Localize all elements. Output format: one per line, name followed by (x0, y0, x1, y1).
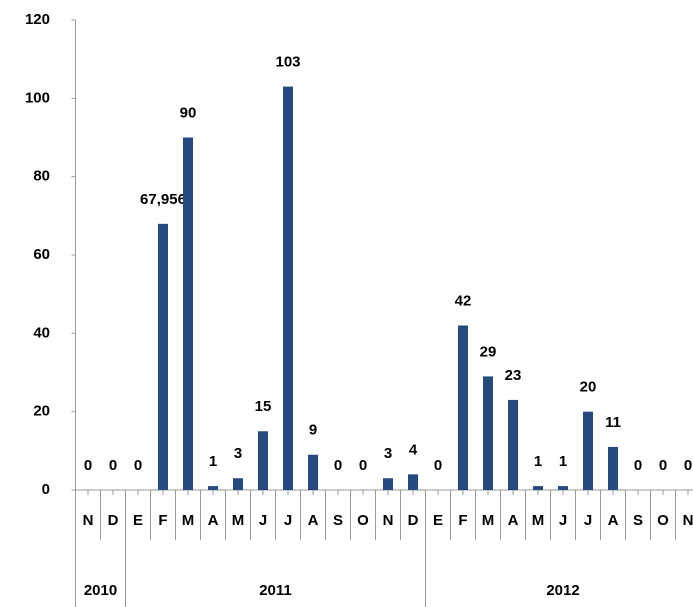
y-tick-label: 0 (42, 481, 50, 498)
x-tick-label: J (259, 512, 267, 529)
bar (183, 137, 193, 490)
x-tick-label: N (83, 512, 94, 529)
value-label: 0 (634, 457, 642, 474)
x-tick-label: A (608, 512, 619, 529)
group-label: 2011 (259, 582, 292, 599)
bar (508, 399, 518, 490)
x-tick-label: A (208, 512, 219, 529)
value-label: 90 (180, 104, 197, 121)
x-tick-label: S (333, 512, 343, 529)
value-label: 1 (559, 453, 567, 470)
x-tick-label: J (584, 512, 592, 529)
x-tick-label: O (657, 512, 669, 529)
y-tick-label: 20 (33, 403, 50, 420)
x-tick-label: M (532, 512, 545, 529)
value-label: 103 (275, 54, 300, 71)
value-label: 0 (659, 457, 667, 474)
bar (383, 478, 393, 490)
x-tick-label: A (508, 512, 519, 529)
value-label: 0 (134, 457, 142, 474)
x-tick-label: E (133, 512, 143, 529)
value-label: 0 (684, 457, 692, 474)
x-tick-label: S (633, 512, 643, 529)
bar (208, 486, 218, 490)
value-label: 4 (409, 441, 418, 458)
bar (583, 411, 593, 490)
value-label: 11 (605, 414, 621, 431)
x-tick-label: E (433, 512, 443, 529)
x-tick-label: F (158, 512, 167, 529)
y-tick-label: 40 (33, 324, 50, 341)
x-tick-label: D (408, 512, 419, 529)
bar (233, 478, 243, 490)
value-label: 42 (455, 292, 472, 309)
x-tick-label: A (308, 512, 319, 529)
value-label: 0 (359, 457, 367, 474)
y-tick-label: 80 (33, 168, 50, 185)
value-label: 0 (434, 457, 442, 474)
bar (308, 454, 318, 490)
value-label: 1 (534, 453, 542, 470)
value-label: 67,956 (140, 191, 186, 208)
x-tick-label: J (559, 512, 567, 529)
value-label: 0 (334, 457, 342, 474)
value-label: 23 (505, 367, 522, 384)
bar (258, 431, 268, 490)
x-tick-label: J (284, 512, 292, 529)
y-tick-label: 100 (25, 89, 50, 106)
x-tick-label: N (683, 512, 693, 529)
bar (533, 486, 543, 490)
value-label: 9 (309, 422, 317, 439)
x-tick-label: F (458, 512, 467, 529)
value-label: 15 (255, 398, 272, 415)
bar (483, 376, 493, 490)
bar (408, 474, 418, 490)
bar (458, 325, 468, 490)
y-tick-label: 60 (33, 246, 50, 263)
value-label: 29 (480, 343, 497, 360)
value-label: 1 (209, 453, 217, 470)
x-tick-label: M (482, 512, 495, 529)
x-tick-label: N (383, 512, 394, 529)
bar (283, 86, 293, 490)
value-label: 0 (84, 457, 92, 474)
x-tick-label: M (182, 512, 195, 529)
value-label: 20 (580, 379, 597, 396)
value-label: 3 (384, 445, 392, 462)
x-tick-label: O (357, 512, 369, 529)
value-label: 3 (234, 445, 242, 462)
bar (608, 446, 618, 490)
bar (158, 223, 168, 491)
group-label: 2010 (84, 582, 117, 599)
x-tick-label: D (108, 512, 119, 529)
group-label: 2012 (546, 582, 579, 599)
bar (558, 486, 568, 490)
x-tick-label: M (232, 512, 245, 529)
y-tick-label: 120 (25, 11, 50, 28)
value-label: 0 (109, 457, 117, 474)
